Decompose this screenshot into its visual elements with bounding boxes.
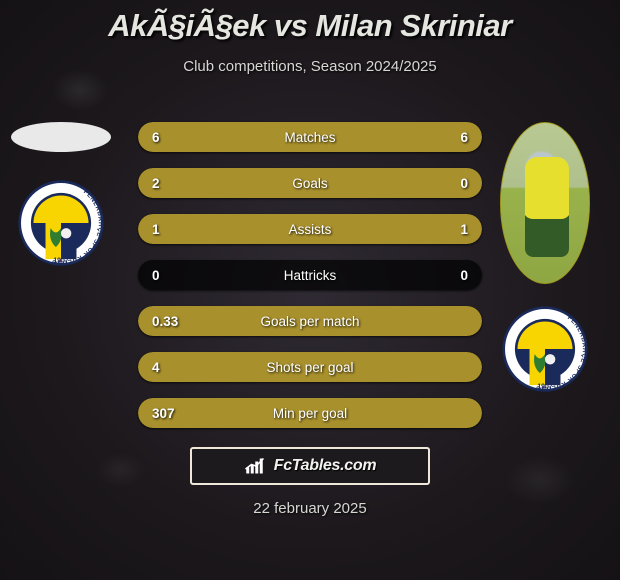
stat-bar: 20Goals	[138, 168, 482, 198]
player-right-photo	[500, 122, 590, 284]
page-subtitle: Club competitions, Season 2024/2025	[0, 58, 620, 75]
stats-comparison: 66Matches 20Goals 11Assists 00Hattricks 0.33…	[138, 122, 482, 444]
stat-label: Goals	[138, 168, 482, 198]
brand-box[interactable]: FcTables.com	[190, 447, 430, 485]
stat-bar: 11Assists	[138, 214, 482, 244]
player-right-club-badge: FENERBAHÇE SPOR KULÜBÜ 1907	[502, 306, 588, 392]
stat-bar: 66Matches	[138, 122, 482, 152]
page-title: AkÃ§iÃ§ek vs Milan Skriniar	[0, 0, 620, 44]
player-left-silhouette	[11, 122, 111, 152]
player-right-column: FENERBAHÇE SPOR KULÜBÜ 1907	[490, 116, 600, 392]
stat-bar: 00Hattricks	[138, 260, 482, 290]
stat-label: Min per goal	[138, 398, 482, 428]
stat-label: Assists	[138, 214, 482, 244]
player-left-column: FENERBAHÇE SPOR KULÜBÜ 1907	[6, 116, 116, 266]
stat-label: Hattricks	[138, 260, 482, 290]
stat-bar: 307Min per goal	[138, 398, 482, 428]
bar-chart-icon	[244, 457, 268, 475]
fenerbahce-badge-icon: FENERBAHÇE SPOR KULÜBÜ 1907	[502, 306, 588, 392]
stat-label: Goals per match	[138, 306, 482, 336]
stat-label: Matches	[138, 122, 482, 152]
stat-bar: 4Shots per goal	[138, 352, 482, 382]
svg-text:1907: 1907	[537, 384, 552, 391]
brand-label: FcTables.com	[274, 457, 377, 475]
stat-label: Shots per goal	[138, 352, 482, 382]
date-label: 22 february 2025	[0, 500, 620, 517]
player-left-club-badge: FENERBAHÇE SPOR KULÜBÜ 1907	[18, 180, 104, 266]
stat-bar: 0.33Goals per match	[138, 306, 482, 336]
svg-text:1907: 1907	[53, 258, 68, 265]
fenerbahce-badge-icon: FENERBAHÇE SPOR KULÜBÜ 1907	[18, 180, 104, 266]
